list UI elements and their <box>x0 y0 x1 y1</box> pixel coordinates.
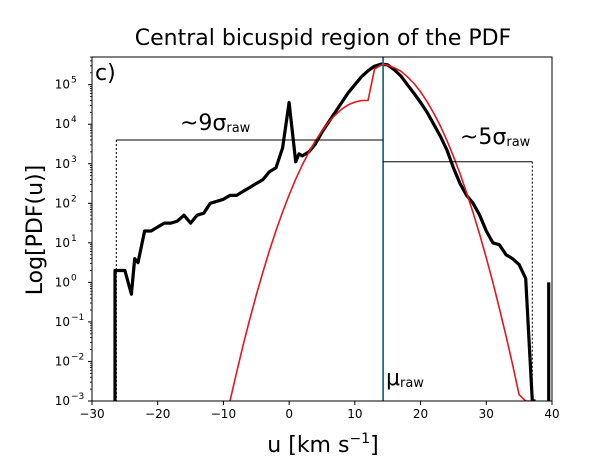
x-tick-label: −10 <box>211 407 236 421</box>
chart-title: Central bicuspid region of the PDF <box>135 26 511 51</box>
x-axis-label: u [km s−1] <box>267 431 378 458</box>
y-tick-label-exponent: 4 <box>71 115 77 125</box>
mean-label-subscript: raw <box>400 376 424 391</box>
plot-area <box>113 57 551 401</box>
series-line-1 <box>113 62 536 401</box>
x-tick-label: 30 <box>479 407 494 421</box>
y-tick-label-exponent: −2 <box>71 352 84 362</box>
x-tick-label: 20 <box>413 407 428 421</box>
y-tick-label-exponent: 5 <box>71 76 77 86</box>
y-tick-label-base: 10 <box>55 354 70 368</box>
y-tick-label-base: 10 <box>55 394 70 408</box>
y-tick-label-exponent: −3 <box>71 392 84 402</box>
y-tick-label-base: 10 <box>55 196 70 210</box>
x-axis-label-sup: −1 <box>349 431 370 447</box>
y-tick-label: 103 <box>55 155 77 171</box>
right-width-label: ~5σraw <box>460 125 531 150</box>
mean-label-main: μ <box>386 366 400 391</box>
y-tick-label-base: 10 <box>55 117 70 131</box>
y-tick-label-exponent: −1 <box>71 313 84 323</box>
right-width-label-main: ~5σ <box>460 125 506 150</box>
x-axis-label-main: u [km s <box>267 433 349 458</box>
left-width-label-subscript: raw <box>226 121 250 136</box>
y-tick-label: 104 <box>55 115 77 131</box>
y-tick-label-exponent: 0 <box>71 273 77 283</box>
x-tick-label: 0 <box>285 407 293 421</box>
y-tick-label-exponent: 1 <box>71 234 77 244</box>
y-tick-label: 10−3 <box>55 392 85 408</box>
axes-frame <box>91 56 553 402</box>
y-tick-label-base: 10 <box>55 157 70 171</box>
y-tick-label: 101 <box>55 234 77 250</box>
y-tick-label-base: 10 <box>55 78 70 92</box>
left-width-label-main: ~9σ <box>180 111 226 136</box>
y-tick-label-exponent: 3 <box>71 155 77 165</box>
y-tick-label: 10−1 <box>55 313 85 329</box>
x-tick-label: 10 <box>347 407 362 421</box>
axes: −30 −20 −10 0 10 20 30 4010−310−210−11001011021… <box>55 56 560 421</box>
y-tick-label-base: 10 <box>55 275 70 289</box>
y-tick-label-base: 10 <box>55 236 70 250</box>
panel-label: c) <box>95 61 116 86</box>
y-axis-label: Log[PDF(u)] <box>23 165 48 295</box>
x-tick-label: 40 <box>544 407 559 421</box>
svg-text:Log[PDF(u)]: Log[PDF(u)] <box>23 165 48 295</box>
y-tick-label: 105 <box>55 76 77 92</box>
y-tick-label-base: 10 <box>55 315 70 329</box>
x-tick-label: −20 <box>145 407 170 421</box>
y-tick-label: 100 <box>55 273 77 289</box>
mean-label: μraw <box>386 366 424 391</box>
y-tick-label: 10−2 <box>55 352 85 368</box>
left-width-label: ~9σraw <box>180 111 251 136</box>
right-width-label-subscript: raw <box>506 135 530 150</box>
x-tick-label: −30 <box>79 407 104 421</box>
y-tick-label: 102 <box>55 194 77 210</box>
x-axis-label-end: ] <box>370 433 379 458</box>
y-tick-label-exponent: 2 <box>71 194 77 204</box>
